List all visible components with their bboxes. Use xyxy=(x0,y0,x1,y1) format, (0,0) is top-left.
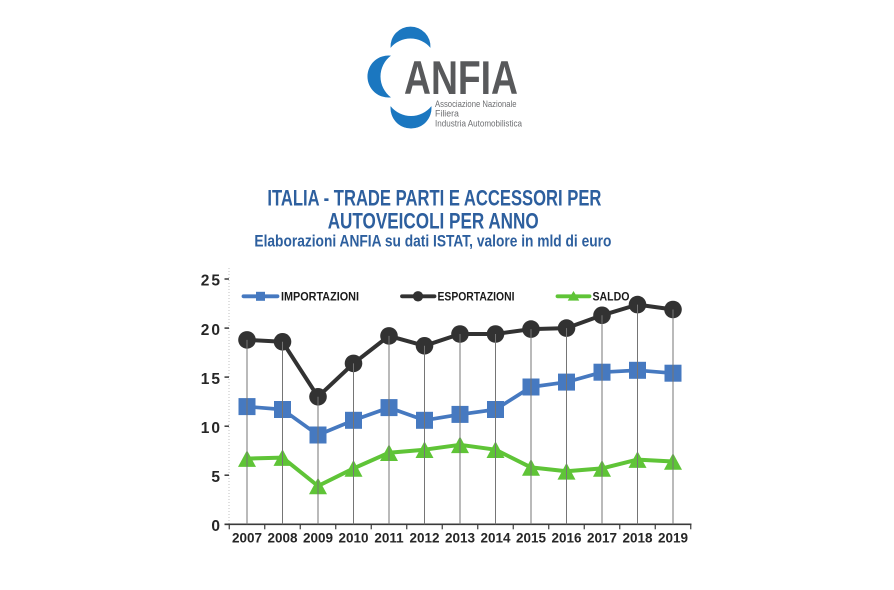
svg-text:15: 15 xyxy=(201,371,222,388)
svg-text:2008: 2008 xyxy=(267,531,298,546)
svg-text:ESPORTAZIONI: ESPORTAZIONI xyxy=(438,289,515,303)
svg-text:Filiera: Filiera xyxy=(435,108,459,118)
svg-text:5: 5 xyxy=(211,469,222,486)
svg-text:IMPORTAZIONI: IMPORTAZIONI xyxy=(281,289,359,303)
svg-text:Elaborazioni ANFIA su dati IST: Elaborazioni ANFIA su dati ISTAT, valore… xyxy=(254,231,611,250)
svg-text:AUTOVEICOLI PER ANNO: AUTOVEICOLI PER ANNO xyxy=(328,208,539,233)
svg-text:2011: 2011 xyxy=(374,531,404,546)
svg-text:2009: 2009 xyxy=(303,531,333,546)
svg-text:25: 25 xyxy=(201,273,222,290)
svg-text:10: 10 xyxy=(201,420,222,437)
svg-text:2014: 2014 xyxy=(480,531,511,546)
svg-text:2017: 2017 xyxy=(587,531,617,546)
svg-text:2016: 2016 xyxy=(551,531,582,546)
svg-text:2019: 2019 xyxy=(658,531,688,546)
svg-text:Industria Automobilistica: Industria Automobilistica xyxy=(435,118,522,128)
svg-text:2012: 2012 xyxy=(409,531,439,546)
svg-text:2015: 2015 xyxy=(516,531,547,546)
svg-text:ANFIA: ANFIA xyxy=(404,52,518,105)
svg-text:2010: 2010 xyxy=(338,531,368,546)
svg-text:2007: 2007 xyxy=(232,531,262,546)
svg-text:Associazione Nazionale: Associazione Nazionale xyxy=(435,99,517,109)
svg-text:SALDO: SALDO xyxy=(593,289,630,303)
svg-text:2018: 2018 xyxy=(622,531,653,546)
svg-text:20: 20 xyxy=(201,322,222,339)
svg-text:2013: 2013 xyxy=(445,531,476,546)
svg-text:ITALIA - TRADE PARTI E ACCESSO: ITALIA - TRADE PARTI E ACCESSORI PER xyxy=(267,185,601,210)
svg-text:0: 0 xyxy=(211,518,222,535)
